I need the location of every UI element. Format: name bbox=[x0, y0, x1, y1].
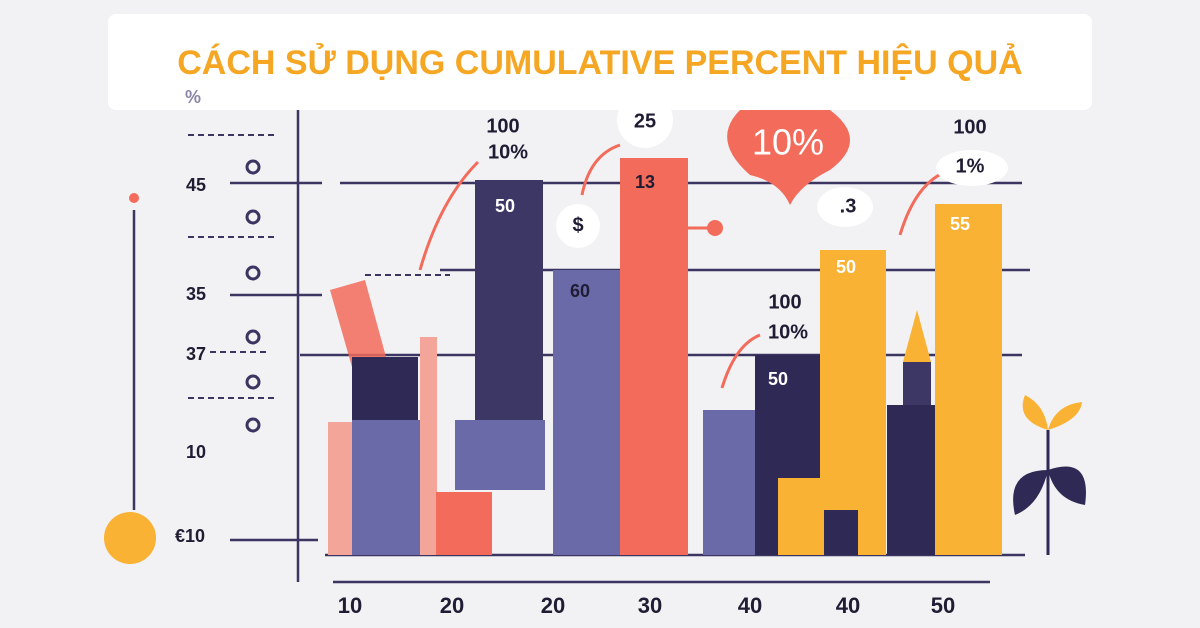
bar-label: 13 bbox=[635, 172, 655, 192]
label: €10 bbox=[175, 526, 205, 546]
bar bbox=[553, 270, 620, 555]
x-label: 20 bbox=[440, 593, 464, 618]
label: 45 bbox=[186, 175, 206, 195]
bubble bbox=[936, 150, 1008, 186]
bar bbox=[420, 337, 437, 555]
bar bbox=[887, 405, 935, 555]
bar bbox=[620, 158, 688, 555]
bubble bbox=[727, 100, 850, 205]
label: % bbox=[185, 87, 201, 107]
x-labels: 10 20 20 30 40 40 50 bbox=[338, 593, 955, 618]
bar bbox=[436, 492, 492, 555]
bar bbox=[703, 410, 755, 555]
x-label: 50 bbox=[931, 593, 955, 618]
bar-label: 55 bbox=[950, 214, 970, 234]
annotation: .3 bbox=[840, 195, 857, 217]
dot bbox=[129, 193, 139, 203]
bar-label: 50 bbox=[836, 257, 856, 277]
annotation: 10% bbox=[752, 122, 824, 163]
bar-label: 60 bbox=[570, 281, 590, 301]
left-labels: % 45 35 37 10 €10 bbox=[175, 87, 206, 546]
bar bbox=[935, 204, 1002, 555]
bar bbox=[455, 420, 545, 490]
dot bbox=[707, 220, 723, 236]
bar bbox=[903, 362, 931, 405]
decor bbox=[903, 310, 931, 362]
icon bbox=[104, 512, 156, 564]
markers bbox=[245, 159, 261, 433]
label: 37 bbox=[186, 344, 206, 364]
x-label: 30 bbox=[638, 593, 662, 618]
bar bbox=[475, 180, 543, 420]
title: CÁCH SỬ DỤNG CUMULATIVE PERCENT HIỆU QUẢ bbox=[177, 44, 1022, 82]
annotation: 25 bbox=[634, 110, 656, 132]
bar-label: 50 bbox=[768, 369, 788, 389]
bar bbox=[352, 357, 418, 422]
label: 35 bbox=[186, 284, 206, 304]
x-label: 40 bbox=[738, 593, 762, 618]
label: 10 bbox=[186, 442, 206, 462]
bubble bbox=[556, 204, 600, 248]
annotation: 100 bbox=[953, 116, 986, 138]
bar bbox=[328, 422, 352, 555]
annotations: 100 10% 25 $ 10% .3 100 1% 100 10% bbox=[486, 110, 986, 343]
plant bbox=[1013, 395, 1086, 555]
title-box bbox=[108, 14, 1092, 110]
annotation: 10% bbox=[768, 321, 808, 343]
bubble bbox=[817, 187, 873, 227]
x-label: 40 bbox=[836, 593, 860, 618]
annotation: 100 bbox=[486, 115, 519, 137]
annotation: 10% bbox=[488, 141, 528, 163]
bar-labels: 50 60 13 50 50 55 bbox=[495, 172, 970, 389]
bar bbox=[824, 510, 858, 555]
annotation: $ bbox=[572, 214, 583, 236]
annotation: 100 bbox=[768, 291, 801, 313]
x-label: 10 bbox=[338, 593, 362, 618]
annotation: 1% bbox=[956, 155, 985, 177]
bar-label: 50 bbox=[495, 196, 515, 216]
x-label: 20 bbox=[541, 593, 565, 618]
